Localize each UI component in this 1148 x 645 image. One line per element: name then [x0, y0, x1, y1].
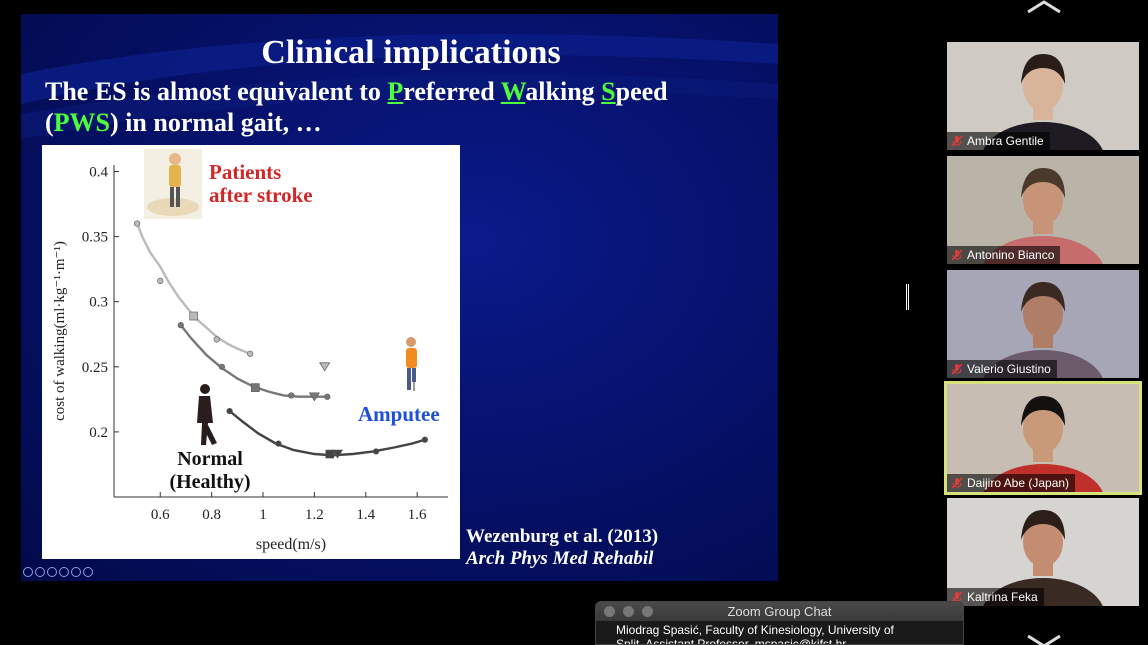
chat-message: Miodrag Spasić, Faculty of Kinesiology, … [596, 621, 963, 645]
muted-mic-icon [951, 249, 963, 261]
chat-message-line: Split, Assistant Professor, mspasic@kifs… [616, 637, 847, 645]
participant-tile[interactable]: Daijiro Abe (Japan) [944, 381, 1142, 495]
participant-name-tag: Daijiro Abe (Japan) [947, 474, 1076, 492]
chat-title: Zoom Group Chat [727, 604, 832, 619]
series-line-patients [135, 223, 251, 355]
data-point-patients [134, 220, 141, 227]
subtitle-text: peed [615, 77, 668, 106]
y-tick-label: 0.3 [89, 295, 108, 311]
participant-name: Valerio Giustino [967, 362, 1051, 376]
zoom-group-chat-window[interactable]: Zoom Group Chat Miodrag Spasić, Faculty … [595, 601, 964, 645]
data-point-patients [247, 350, 254, 357]
walking-person-silhouette-icon [197, 384, 217, 445]
y-tick-label: 0.35 [82, 230, 108, 246]
data-point-normal [372, 448, 380, 455]
amputee-illustration-icon [406, 337, 417, 391]
data-point-normal [325, 449, 335, 459]
menu-icon[interactable] [59, 567, 69, 577]
participant-tile[interactable]: Valerio Giustino [947, 270, 1139, 378]
normal-label: (Healthy) [169, 471, 250, 493]
x-axis-label: speed(m/s) [256, 536, 326, 553]
data-point-normal [331, 449, 344, 459]
participant-name: Daijiro Abe (Japan) [967, 476, 1070, 490]
citation-journal: Arch Phys Med Rehabil [466, 548, 654, 569]
y-tick-label: 0.2 [89, 425, 108, 441]
x-tick-label: 0.6 [151, 507, 170, 523]
subtitle-text: alking [525, 77, 602, 106]
data-point-normal [275, 440, 282, 447]
data-point-patients [318, 362, 331, 372]
zoom-icon[interactable] [71, 567, 81, 577]
participant-name-tag: Ambra Gentile [947, 132, 1050, 150]
participant-name-tag: Valerio Giustino [947, 360, 1057, 378]
participant-name: Ambra Gentile [967, 134, 1044, 148]
x-tick-label: 1.6 [408, 507, 427, 523]
subtitle-text: ) in normal gait, … [110, 108, 322, 137]
chat-titlebar[interactable]: Zoom Group Chat [596, 602, 963, 621]
subtitle-text: ( [45, 108, 54, 137]
scroll-down-chevron-icon[interactable] [1024, 632, 1064, 645]
x-tick-label: 0.8 [202, 507, 221, 523]
x-tick-label: 1.4 [356, 507, 375, 523]
x-tick-label: 1 [259, 507, 267, 523]
subtitle-w-letter: W [500, 77, 526, 106]
participant-gallery: Ambra Gentile Antonino Bianco Valerio Gius… [944, 0, 1148, 645]
participant-tile[interactable]: Antonino Bianco [947, 156, 1139, 264]
slide-navigation[interactable] [23, 567, 93, 577]
participant-name-tag: Kaltrina Feka [947, 588, 1044, 606]
slide-subtitle: The ES is almost equivalent to Preferred… [45, 76, 775, 138]
muted-mic-icon [951, 135, 963, 147]
data-point-amputee [324, 393, 331, 400]
pen-icon[interactable] [47, 567, 57, 577]
scroll-up-chevron-icon[interactable] [1024, 0, 1064, 16]
minimize-window-icon[interactable] [623, 606, 634, 617]
data-point-amputee [177, 322, 184, 329]
prev-slide-icon[interactable] [23, 567, 33, 577]
close-window-icon[interactable] [604, 606, 615, 617]
subtitle-text: referred [403, 77, 501, 106]
next-slide-icon[interactable] [35, 567, 45, 577]
data-point-amputee [308, 392, 320, 402]
y-axis-label: cost of walking(ml·kg⁻¹·m⁻¹) [52, 241, 68, 421]
data-point-amputee [218, 363, 226, 370]
participant-name-tag: Antonino Bianco [947, 246, 1061, 264]
x-tick-label: 1.2 [305, 507, 324, 523]
patients-label: after stroke [209, 183, 313, 207]
citation: Wezenburg et al. (2013) Arch Phys Med Re… [466, 526, 658, 570]
patient-illustration-icon [144, 149, 202, 219]
muted-mic-icon [951, 363, 963, 375]
y-tick-label: 0.25 [82, 360, 108, 376]
forward-icon[interactable] [83, 567, 93, 577]
participant-name: Kaltrina Feka [967, 590, 1038, 604]
subtitle-p-letter: P [387, 77, 404, 106]
subtitle-abbr: PWS [53, 108, 111, 137]
chat-message-line: Miodrag Spasić, Faculty of Kinesiology, … [616, 623, 894, 637]
slide-title: Clinical implications [261, 34, 561, 71]
participant-tile[interactable]: Ambra Gentile [947, 42, 1139, 150]
participant-name: Antonino Bianco [967, 248, 1055, 262]
data-point-amputee [288, 392, 295, 399]
amputee-label: Amputee [358, 402, 440, 426]
text-cursor-icon [906, 284, 909, 310]
subtitle-text: The ES is almost equivalent to [45, 77, 388, 106]
y-tick-label: 0.4 [89, 165, 108, 181]
data-point-patients [189, 311, 198, 321]
data-point-patients [157, 277, 164, 284]
muted-mic-icon [951, 477, 963, 489]
patients-label: Patients [209, 160, 281, 184]
citation-authors: Wezenburg et al. (2013) [466, 526, 659, 547]
data-point-amputee [251, 383, 260, 392]
shared-slide: Clinical implications The ES is almost e… [21, 14, 778, 581]
data-point-patients [213, 336, 220, 343]
cost-of-walking-chart: 0.2 0.25 0.3 0.35 0.4 0.6 0.8 1 1.2 1.4 1.6 speed(m… [52, 149, 448, 553]
data-point-normal [421, 436, 428, 443]
data-point-normal [226, 407, 233, 415]
participant-tile[interactable]: Kaltrina Feka [947, 498, 1139, 606]
series-line-normal [228, 410, 426, 457]
maximize-window-icon[interactable] [642, 606, 653, 617]
normal-label: Normal [177, 448, 243, 470]
subtitle-s-letter: S [601, 77, 616, 106]
slide-background-swoosh [21, 34, 778, 139]
chart-panel: 0.2 0.25 0.3 0.35 0.4 0.6 0.8 1 1.2 1.4 1.6 speed(m… [42, 145, 460, 559]
